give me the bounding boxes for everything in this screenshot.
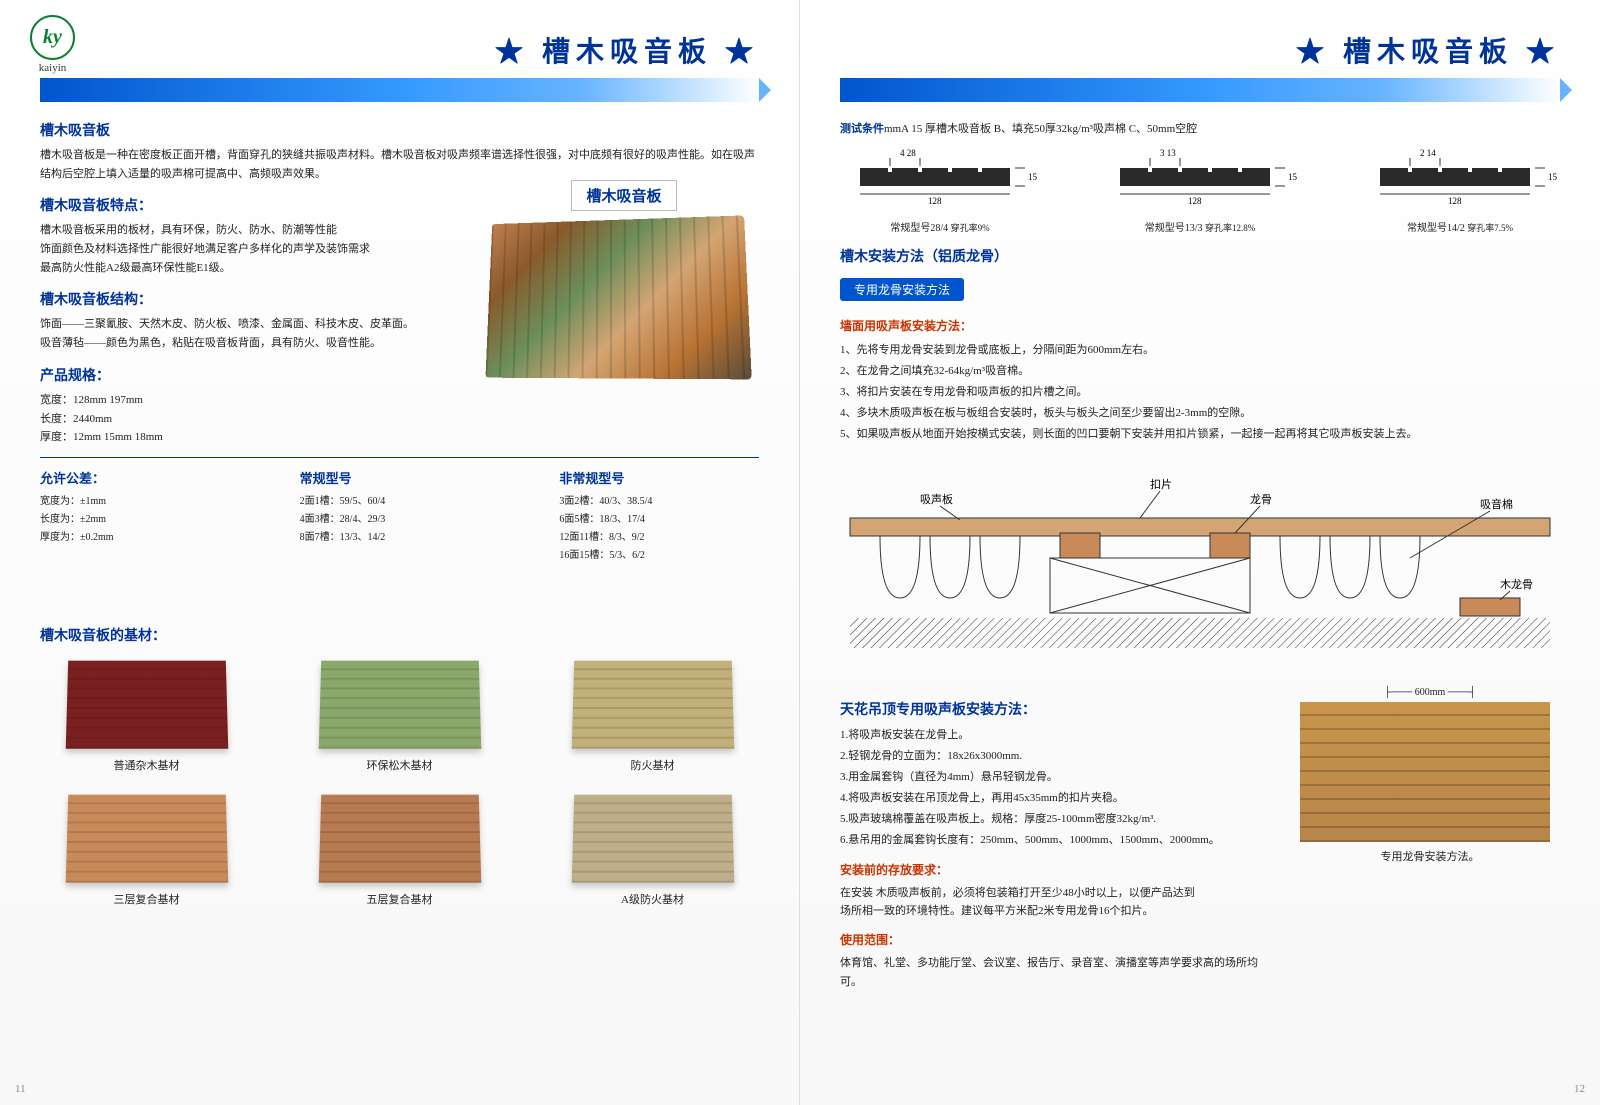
profile-item: 3 13 15 128 常规型号13/3 穿孔率12.8%: [1100, 146, 1300, 234]
install-method-title: 槽木安装方法（铝质龙骨）: [840, 246, 1560, 266]
svg-text:3 13: 3 13: [1160, 148, 1176, 158]
svg-text:2 14: 2 14: [1420, 148, 1436, 158]
header-bar: [40, 78, 759, 102]
tolerance-body: 宽度为：±1mm 长度为：±2mm 厚度为：±0.2mm: [40, 493, 240, 547]
label-wood-keel: 木龙骨: [1500, 578, 1533, 591]
profile-diagrams: 4 28 15 128 常规型号28/4 穿孔率9% 3 13 15 128 常…: [840, 146, 1560, 234]
swatch-label: 环保松木基材: [293, 757, 506, 773]
standard-model-body: 2面1槽：59/5、60/4 4面3槽：28/4、29/3 8面7槽：13/3、…: [300, 493, 500, 547]
title-text: 槽木吸音板: [542, 37, 712, 68]
profile-item: 2 14 15 128 常规型号14/2 穿孔率7.5%: [1360, 146, 1560, 234]
svg-text:15: 15: [1288, 172, 1298, 182]
section-intro-title: 槽木吸音板: [40, 120, 759, 140]
swatch-label: 普通杂木基材: [40, 757, 253, 773]
page-right: ★ 槽木吸音板 ★ 测试条件mmA 15 厚槽木吸音板 B、填充50厚32kg/…: [800, 0, 1600, 1105]
ceiling-panel-image: [1300, 702, 1550, 842]
swatch-image: [571, 795, 734, 883]
swatch-image: [318, 661, 481, 749]
test-conditions: 测试条件mmA 15 厚槽木吸音板 B、填充50厚32kg/m³吸声棉 C、50…: [840, 120, 1560, 136]
section-intro-body: 槽木吸音板是一种在密度板正面开槽，背面穿孔的狭缝共振吸声材料。槽木吸音板对吸声频…: [40, 146, 759, 183]
ceiling-install-title: 天花吊顶专用吸声板安装方法：: [840, 699, 1270, 719]
profile-svg: 4 28 15 128: [840, 146, 1040, 216]
swatch-item: 五层复合基材: [293, 793, 506, 907]
svg-text:128: 128: [1188, 196, 1202, 206]
wall-install-title: 墙面用吸声板安装方法：: [840, 317, 1560, 334]
standard-model-title: 常规型号: [300, 468, 500, 487]
swatch-image: [318, 795, 481, 883]
swatch-item: A级防火基材: [546, 793, 759, 907]
swatch-item: 环保松木基材: [293, 659, 506, 773]
storage-body: 在安装 木质吸声板前，必须将包装箱打开至少48小时以上，以便产品达到 场所相一致…: [840, 884, 1270, 921]
ceiling-caption: 专用龙骨安装方法。: [1300, 848, 1560, 864]
swatch-label: 三层复合基材: [40, 891, 253, 907]
swatch-image: [65, 661, 228, 749]
ceiling-image-block: ├─── 600mm ───┤ 专用龙骨安装方法。: [1300, 687, 1560, 864]
label-panel: 吸声板: [920, 492, 953, 506]
swatch-section-title: 槽木吸音板的基材：: [40, 625, 759, 645]
spec-columns: 允许公差： 宽度为：±1mm 长度为：±2mm 厚度为：±0.2mm 常规型号 …: [40, 468, 759, 565]
nonstandard-model-body: 3面2槽：40/3、38.5/4 6面5槽：18/3、17/4 12面11槽：8…: [559, 493, 759, 565]
page-title-right: ★ 槽木吸音板 ★: [840, 30, 1560, 70]
nonstandard-model-title: 非常规型号: [559, 468, 759, 487]
title-text-r: 槽木吸音板: [1343, 37, 1513, 68]
logo-icon: ky: [30, 15, 75, 60]
swatch-item: 普通杂木基材: [40, 659, 253, 773]
ceiling-dimension: ├─── 600mm ───┤: [1300, 687, 1560, 698]
product-image-label: 槽木吸音板: [571, 180, 676, 211]
swatch-label: 防火基材: [546, 757, 759, 773]
test-prefix: 测试条件: [840, 123, 884, 135]
product-image-block: 槽木吸音板: [484, 180, 764, 377]
section-specs-body: 宽度：128mm 197mm 长度：2440mm 厚度：12mm 15mm 18…: [40, 391, 759, 447]
brand-logo: ky kaiyin: [30, 15, 75, 74]
page-number-right: 12: [1574, 1083, 1585, 1095]
usage-body: 体育馆、礼堂、多功能厅堂、会议室、报告厅、录音室、演播室等声学要求高的场所均可。: [840, 954, 1270, 991]
ceiling-install-steps: 1.将吸声板安装在龙骨上。 2.轻钢龙骨的立面为：18x26x3000mm. 3…: [840, 725, 1270, 850]
label-clip: 扣片: [1150, 477, 1172, 491]
divider: [40, 457, 759, 458]
profile-svg: 3 13 15 128: [1100, 146, 1300, 216]
page-number-left: 11: [15, 1083, 26, 1095]
label-keel: 龙骨: [1250, 493, 1272, 506]
svg-text:128: 128: [928, 196, 942, 206]
swatch-image: [571, 661, 734, 749]
svg-text:15: 15: [1548, 172, 1558, 182]
storage-title: 安装前的存放要求：: [840, 861, 1270, 878]
svg-text:128: 128: [1448, 196, 1462, 206]
install-pill: 专用龙骨安装方法: [840, 278, 964, 301]
usage-title: 使用范围：: [840, 931, 1270, 948]
header-bar-r: [840, 78, 1560, 102]
swatch-label: A级防火基材: [546, 891, 759, 907]
profile-svg: 2 14 15 128: [1360, 146, 1560, 216]
page-title-left: ★ 槽木吸音板 ★: [40, 30, 759, 70]
swatch-grid: 普通杂木基材 环保松木基材 防火基材三层复合基材 五层复合基材 A级防火基材: [40, 659, 759, 907]
svg-text:4 28: 4 28: [900, 148, 916, 158]
swatch-item: 三层复合基材: [40, 793, 253, 907]
profile-item: 4 28 15 128 常规型号28/4 穿孔率9%: [840, 146, 1040, 234]
logo-text: kaiyin: [30, 62, 75, 74]
page-left: ky kaiyin ★ 槽木吸音板 ★ 槽木吸音板 槽木吸音板是一种在密度板正面…: [0, 0, 800, 1105]
product-image: [485, 215, 751, 379]
swatch-label: 五层复合基材: [293, 891, 506, 907]
installation-diagram: 吸声板 扣片 龙骨 吸音棉 木龙骨: [840, 458, 1560, 658]
swatch-image: [65, 795, 228, 883]
test-body: mmA 15 厚槽木吸音板 B、填充50厚32kg/m³吸声棉 C、50mm空腔: [884, 123, 1197, 135]
swatch-item: 防火基材: [546, 659, 759, 773]
label-wool: 吸音棉: [1480, 497, 1513, 511]
tolerance-title: 允许公差：: [40, 468, 240, 487]
wall-install-steps: 1、先将专用龙骨安装到龙骨或底板上，分隔间距为600mm左右。 2、在龙骨之间填…: [840, 340, 1560, 444]
svg-text:15: 15: [1028, 172, 1038, 182]
